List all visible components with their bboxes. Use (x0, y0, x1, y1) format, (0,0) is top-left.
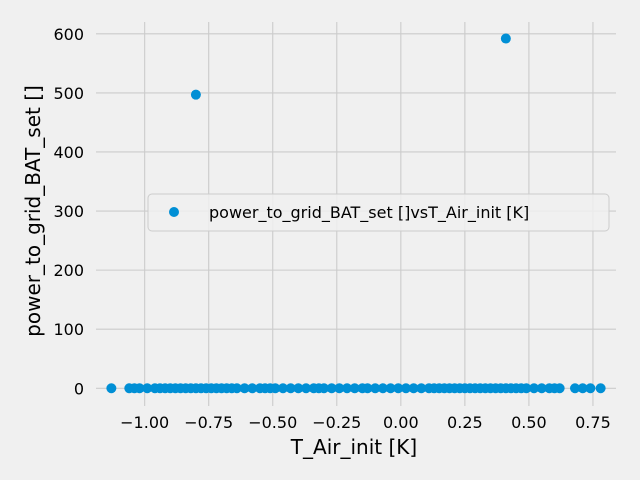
data-point (285, 383, 296, 394)
y-tick-label: 100 (53, 320, 84, 339)
y-tick-label: 200 (53, 261, 84, 280)
data-point (301, 383, 312, 394)
x-tick-label: 0.75 (575, 413, 611, 432)
data-point (247, 383, 258, 394)
data-point (106, 383, 117, 394)
x-axis-label: T_Air_init [K] (290, 435, 417, 459)
data-point (362, 383, 373, 394)
data-point (342, 383, 353, 394)
legend-label: power_to_grid_BAT_set []vsT_Air_init [K] (209, 203, 529, 223)
data-point (334, 383, 345, 394)
data-point (190, 89, 201, 100)
x-tick-label: 0.00 (383, 413, 419, 432)
data-point (142, 383, 153, 394)
legend-box (147, 193, 610, 232)
x-tick-labels: −1.00 −0.75 −0.50 −0.25 0.00 0.25 0.50 0.75 (120, 413, 611, 432)
data-point (349, 383, 360, 394)
x-tick-label: −1.00 (120, 413, 169, 432)
data-point (134, 383, 145, 394)
data-point (239, 383, 250, 394)
data-point (521, 383, 532, 394)
y-tick-label: 500 (53, 84, 84, 103)
x-tick-label: −0.50 (248, 413, 297, 432)
data-point (377, 383, 388, 394)
data-point (529, 383, 540, 394)
data-point (231, 383, 242, 394)
data-point (318, 383, 329, 394)
y-tick-labels: 0 100 200 300 400 500 600 (53, 25, 84, 398)
data-point (408, 383, 419, 394)
data-point (577, 383, 588, 394)
data-point (595, 383, 606, 394)
x-tick-label: −0.75 (184, 413, 233, 432)
data-point (370, 383, 381, 394)
data-point (270, 383, 281, 394)
data-point (400, 383, 411, 394)
x-tick-label: −0.25 (312, 413, 361, 432)
data-point (277, 383, 288, 394)
x-tick-label: 0.50 (511, 413, 547, 432)
y-axis-label: power_to_grid_BAT_set [] (21, 85, 45, 337)
x-tick-label: 0.25 (447, 413, 483, 432)
y-tick-label: 0 (74, 379, 84, 398)
y-tick-label: 600 (53, 25, 84, 44)
data-point (554, 383, 565, 394)
y-tick-label: 400 (53, 143, 84, 162)
legend-marker (169, 207, 179, 217)
data-point (585, 383, 596, 394)
data-point (293, 383, 304, 394)
data-point (500, 33, 511, 44)
data-points (106, 33, 606, 394)
data-point (536, 383, 547, 394)
data-point (326, 383, 337, 394)
y-tick-label: 300 (53, 202, 84, 221)
data-point (385, 383, 396, 394)
data-point (416, 383, 427, 394)
legend: power_to_grid_BAT_set []vsT_Air_init [K] (147, 193, 610, 232)
data-point (570, 383, 581, 394)
data-point (393, 383, 404, 394)
